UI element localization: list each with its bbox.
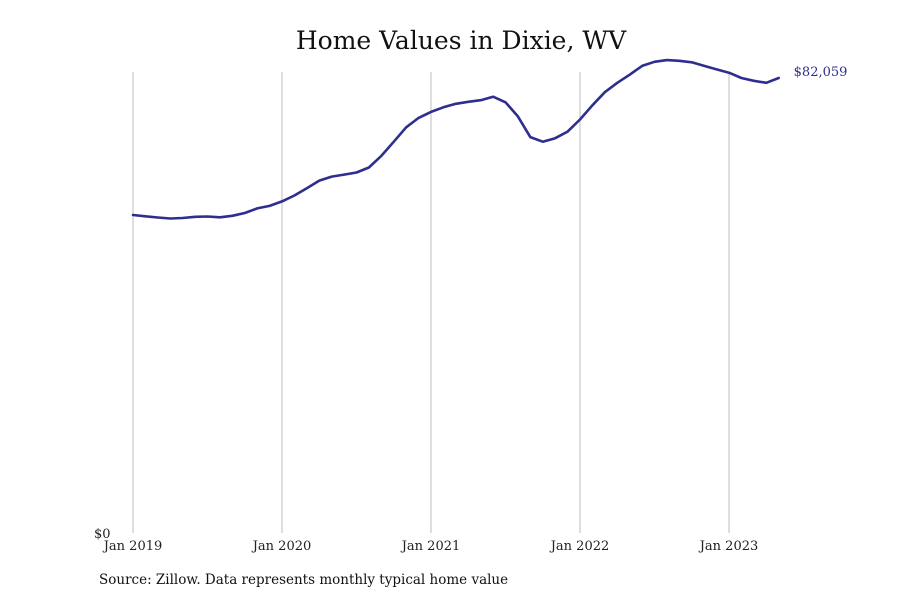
x-tick-label: Jan 2023	[698, 539, 759, 554]
x-tick-label: Jan 2022	[549, 539, 610, 554]
x-tick-label: Jan 2019	[102, 539, 163, 554]
gridlines	[132, 72, 730, 533]
series-line	[131, 58, 780, 220]
x-tick-label: Jan 2021	[400, 539, 461, 554]
y-axis-ticks: $0	[94, 527, 111, 542]
y-tick-label: $0	[94, 527, 111, 542]
x-axis-ticks: Jan 2019 Jan 2020 Jan 2021 Jan 2022 Jan 2023	[102, 539, 759, 554]
chart-title: Home Values in Dixie, WV	[295, 26, 627, 55]
series-layer	[131, 58, 780, 220]
source-note: Source: Zillow. Data represents monthly …	[99, 572, 509, 588]
x-tick-label: Jan 2020	[251, 539, 312, 554]
end-value-label: $82,059	[794, 65, 848, 80]
